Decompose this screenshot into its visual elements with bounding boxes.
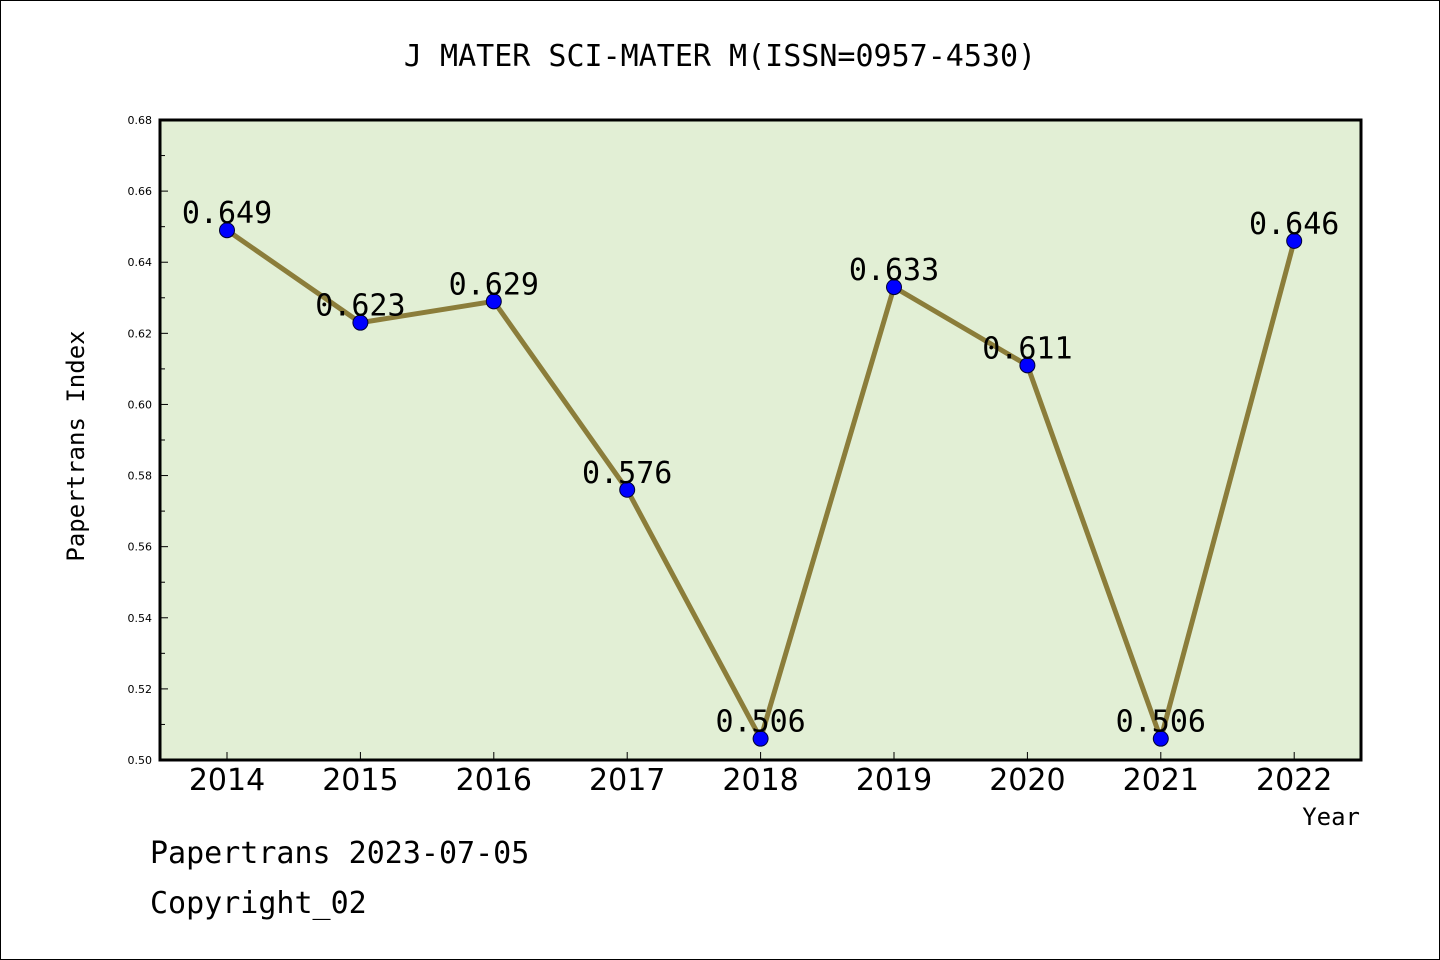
- data-point: [1019, 357, 1036, 374]
- data-label: 0.629: [449, 267, 539, 302]
- data-label: 0.646: [1249, 207, 1339, 242]
- y-tick-label: 0.68: [128, 114, 153, 127]
- x-tick-label: 2015: [322, 763, 398, 798]
- y-tick-label: 0.58: [128, 470, 153, 483]
- x-tick-label: 2016: [456, 763, 532, 798]
- data-label: 0.506: [1116, 705, 1206, 740]
- x-tick-label: 2019: [856, 763, 932, 798]
- data-point: [1286, 232, 1303, 249]
- y-tick-label: 0.50: [128, 754, 153, 767]
- y-tick-label: 0.60: [128, 398, 153, 411]
- data-label: 0.649: [182, 196, 272, 231]
- data-label: 0.623: [315, 289, 405, 324]
- y-tick-label: 0.56: [128, 541, 153, 554]
- footer-copyright: Copyright_02: [150, 886, 367, 921]
- x-tick-label: 2021: [1123, 763, 1199, 798]
- data-label: 0.506: [715, 705, 805, 740]
- data-label: 0.576: [582, 456, 672, 491]
- x-tick-label: 2022: [1256, 763, 1332, 798]
- data-point: [1152, 730, 1169, 747]
- x-tick-label: 2018: [722, 763, 798, 798]
- y-tick-label: 0.64: [128, 256, 153, 269]
- y-axis: 0.50 0.52 0.54 0.56 0.58 0.60 0.62 0.64 0.66 0.68: [128, 114, 168, 767]
- data-point: [752, 730, 769, 747]
- data-point: [485, 293, 502, 310]
- x-axis-label: Year: [1302, 803, 1360, 831]
- data-point: [886, 279, 902, 296]
- plot-area: [158, 118, 1363, 762]
- data-label: 0.611: [982, 331, 1072, 366]
- x-tick-label: 2014: [189, 763, 265, 798]
- data-label: 0.633: [849, 253, 939, 288]
- y-tick-label: 0.66: [128, 185, 153, 198]
- series-markers: [219, 222, 1303, 747]
- y-tick-label: 0.62: [128, 327, 153, 340]
- y-tick-label: 0.54: [128, 612, 153, 625]
- x-tick-label: 2017: [589, 763, 665, 798]
- x-tick-label: 2020: [989, 763, 1065, 798]
- chart-title: J MATER SCI-MATER M(ISSN=0957-4530): [404, 39, 1036, 74]
- data-point: [619, 481, 636, 498]
- footer-date: Papertrans 2023-07-05: [150, 836, 530, 871]
- data-point: [352, 314, 369, 331]
- data-point: [219, 222, 235, 239]
- y-axis-label: Papertrans Index: [62, 330, 90, 561]
- y-tick-label: 0.52: [128, 683, 153, 696]
- x-axis: 2014 2015 2016 2017 2018 2019 2020 2021 2022: [189, 752, 1332, 798]
- data-labels: 0.649 0.623 0.629 0.576 0.506 0.633 0.611 0.506…: [182, 196, 1340, 739]
